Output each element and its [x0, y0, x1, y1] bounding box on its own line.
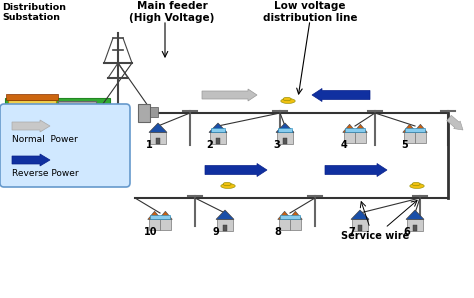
Ellipse shape	[221, 184, 235, 188]
Text: Main feeder
(High Voltage): Main feeder (High Voltage)	[129, 1, 215, 23]
Text: Reverse Power: Reverse Power	[12, 168, 79, 178]
Text: 7: 7	[348, 227, 355, 237]
FancyArrow shape	[312, 89, 370, 102]
Bar	[283, 138, 287, 144]
Polygon shape	[6, 94, 58, 100]
Polygon shape	[351, 210, 369, 219]
Polygon shape	[278, 211, 292, 219]
Polygon shape	[343, 124, 356, 132]
Bar	[290, 219, 301, 230]
Polygon shape	[276, 123, 294, 132]
Text: 3: 3	[273, 140, 280, 150]
Bar	[353, 219, 367, 231]
Bar	[404, 132, 415, 143]
Bar	[58, 101, 96, 143]
Bar	[18, 118, 34, 138]
Text: Normal  Power: Normal Power	[12, 136, 78, 145]
Text: 4: 4	[341, 140, 348, 150]
Bar	[149, 219, 160, 230]
Ellipse shape	[283, 97, 291, 101]
Ellipse shape	[410, 184, 424, 188]
Bar	[279, 219, 291, 230]
Polygon shape	[413, 124, 427, 132]
Polygon shape	[216, 210, 234, 219]
Bar	[405, 128, 425, 131]
Text: Service wire: Service wire	[341, 231, 409, 241]
Bar	[138, 104, 150, 122]
Bar	[355, 132, 366, 143]
Bar	[156, 138, 160, 144]
Bar	[8, 100, 56, 138]
Bar	[211, 128, 225, 132]
Bar	[210, 132, 226, 144]
Text: 6: 6	[403, 227, 410, 237]
Polygon shape	[406, 210, 424, 219]
Bar	[280, 215, 300, 218]
Bar	[216, 138, 220, 144]
Text: 10: 10	[144, 227, 157, 237]
FancyArrow shape	[202, 89, 257, 101]
Text: 9: 9	[213, 227, 220, 237]
Polygon shape	[403, 124, 417, 132]
Bar	[150, 132, 165, 144]
Text: Low voltage
distribution line: Low voltage distribution line	[263, 1, 357, 23]
FancyArrow shape	[325, 164, 387, 176]
Bar	[150, 107, 158, 117]
Bar	[5, 98, 110, 150]
Ellipse shape	[281, 99, 295, 103]
Ellipse shape	[412, 182, 420, 186]
Polygon shape	[209, 123, 227, 132]
Bar	[344, 132, 356, 143]
Polygon shape	[149, 123, 167, 132]
Bar	[408, 219, 422, 231]
Ellipse shape	[223, 182, 231, 186]
Bar	[413, 225, 417, 231]
FancyArrow shape	[12, 120, 50, 132]
Bar	[218, 219, 233, 231]
Bar	[345, 128, 365, 131]
Text: 2: 2	[206, 140, 213, 150]
Polygon shape	[354, 124, 367, 132]
Bar	[415, 132, 426, 143]
FancyArrow shape	[12, 154, 50, 166]
FancyBboxPatch shape	[0, 104, 130, 187]
Polygon shape	[148, 211, 162, 219]
FancyArrow shape	[205, 164, 267, 176]
Text: Distribution
Substation: Distribution Substation	[2, 3, 66, 22]
Text: 5: 5	[401, 140, 408, 150]
FancyArrow shape	[447, 115, 463, 130]
Polygon shape	[159, 211, 172, 219]
Bar	[160, 219, 171, 230]
Bar	[278, 128, 292, 132]
Polygon shape	[289, 211, 302, 219]
Text: 8: 8	[274, 227, 281, 237]
Text: 1: 1	[146, 140, 153, 150]
Bar	[358, 225, 362, 231]
Bar	[150, 215, 170, 218]
Bar	[277, 132, 292, 144]
Bar	[223, 225, 227, 231]
